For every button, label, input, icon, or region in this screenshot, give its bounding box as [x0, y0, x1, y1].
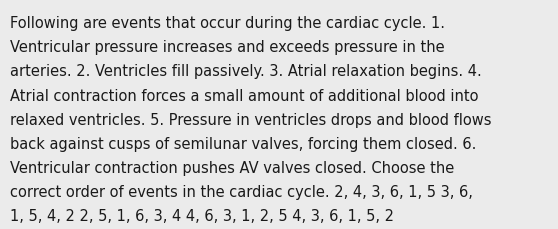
- Text: back against cusps of semilunar valves, forcing them closed. 6.: back against cusps of semilunar valves, …: [10, 136, 477, 151]
- Text: relaxed ventricles. 5. Pressure in ventricles drops and blood flows: relaxed ventricles. 5. Pressure in ventr…: [10, 112, 492, 127]
- Text: Atrial contraction forces a small amount of additional blood into: Atrial contraction forces a small amount…: [10, 88, 479, 103]
- Text: arteries. 2. Ventricles fill passively. 3. Atrial relaxation begins. 4.: arteries. 2. Ventricles fill passively. …: [10, 64, 482, 79]
- Text: Ventricular contraction pushes AV valves closed. Choose the: Ventricular contraction pushes AV valves…: [10, 160, 454, 175]
- Text: 1, 5, 4, 2 2, 5, 1, 6, 3, 4 4, 6, 3, 1, 2, 5 4, 3, 6, 1, 5, 2: 1, 5, 4, 2 2, 5, 1, 6, 3, 4 4, 6, 3, 1, …: [10, 208, 394, 223]
- Text: Ventricular pressure increases and exceeds pressure in the: Ventricular pressure increases and excee…: [10, 40, 445, 55]
- Text: Following are events that occur during the cardiac cycle. 1.: Following are events that occur during t…: [10, 16, 445, 31]
- Text: correct order of events in the cardiac cycle. 2, 4, 3, 6, 1, 5 3, 6,: correct order of events in the cardiac c…: [10, 184, 473, 199]
